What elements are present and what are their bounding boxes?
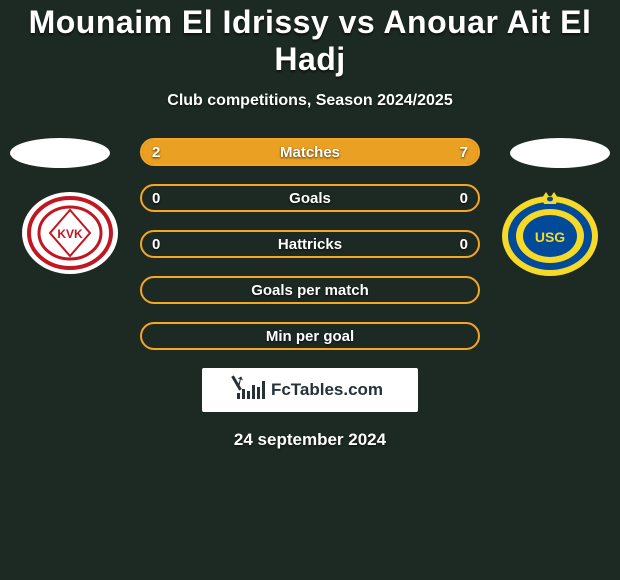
stat-label: Matches [160, 144, 459, 161]
stat-label: Min per goal [152, 328, 468, 345]
svg-text:KVK: KVK [57, 227, 83, 241]
stat-label: Goals per match [152, 282, 468, 299]
stat-row: 0Hattricks0 [140, 230, 480, 258]
stat-row: Goals per match [140, 276, 480, 304]
page-subtitle: Club competitions, Season 2024/2025 [0, 92, 620, 110]
club-badge-left: KVK [20, 190, 120, 276]
stat-row: 2Matches7 [140, 138, 480, 166]
stat-label: Hattricks [160, 236, 459, 253]
player-head-right [510, 138, 610, 168]
bars-chart-icon: ➚ [237, 381, 265, 399]
stat-label: Goals [160, 190, 459, 207]
brand-box[interactable]: ➚ FcTables.com [202, 368, 418, 412]
stat-rows: 2Matches70Goals00Hattricks0Goals per mat… [140, 138, 480, 350]
stat-value-right: 0 [460, 190, 468, 207]
comparison-arena: KVK USG 2Matches70Goals00Hattricks0Goals… [0, 138, 620, 350]
crown-icon [542, 192, 558, 204]
stat-value-left: 0 [152, 236, 160, 253]
stat-value-right: 7 [460, 144, 468, 161]
club-badge-left-svg: KVK [20, 190, 120, 276]
page-title: Mounaim El Idrissy vs Anouar Ait El Hadj [0, 0, 620, 78]
brand-text: FcTables.com [271, 380, 383, 400]
stat-row: 0Goals0 [140, 184, 480, 212]
club-badge-right: USG [500, 190, 600, 276]
stat-value-right: 0 [460, 236, 468, 253]
date-line: 24 september 2024 [0, 430, 620, 450]
stat-value-left: 0 [152, 190, 160, 207]
svg-text:USG: USG [535, 229, 565, 245]
stat-row: Min per goal [140, 322, 480, 350]
stat-value-left: 2 [152, 144, 160, 161]
player-head-left [10, 138, 110, 168]
club-badge-right-svg: USG [500, 190, 600, 276]
